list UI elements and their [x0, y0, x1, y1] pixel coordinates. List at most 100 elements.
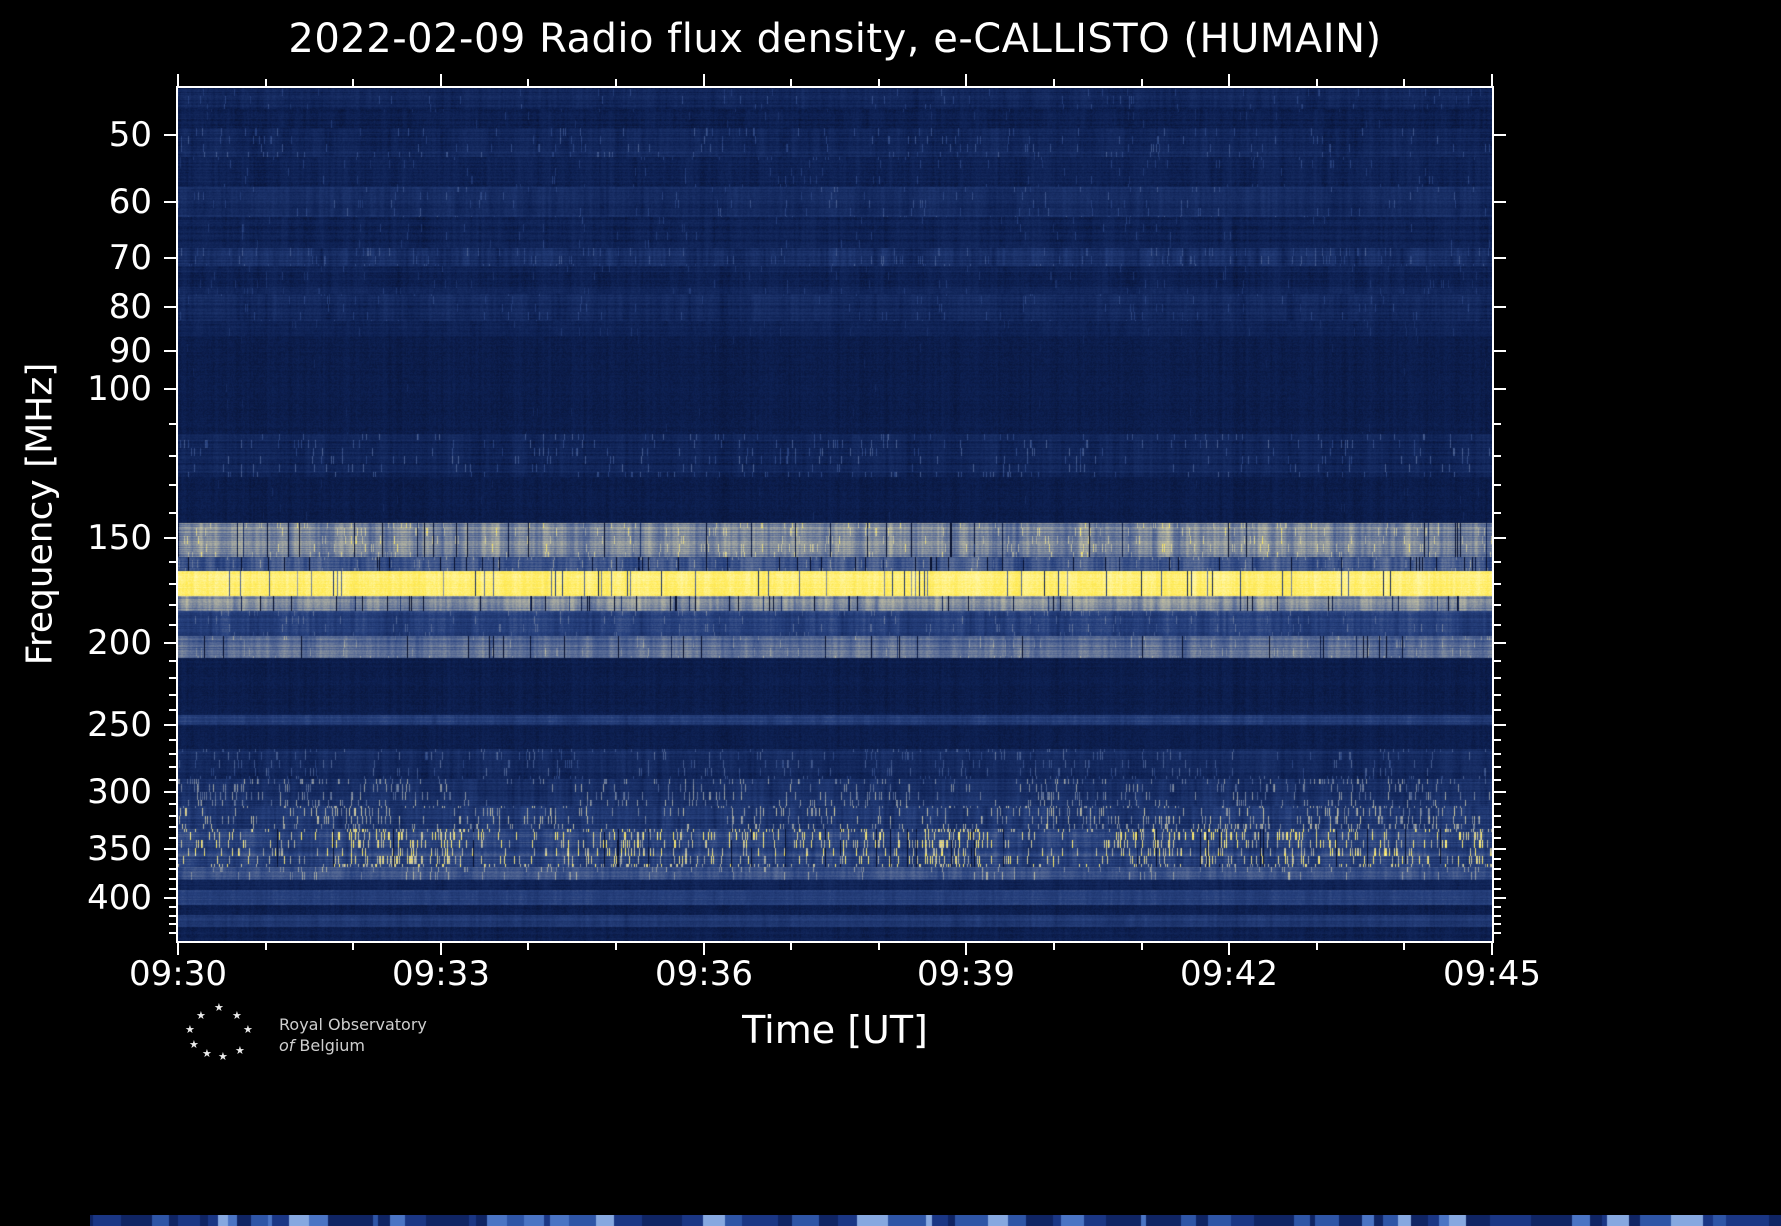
y-minor-tick	[169, 868, 176, 870]
x-tick-label: 09:30	[129, 954, 227, 994]
y-major-tick	[164, 642, 176, 644]
y-minor-tick-right	[1494, 803, 1501, 805]
x-minor-tick	[615, 943, 617, 950]
y-tick-label: 250	[87, 705, 152, 745]
x-minor-tick	[352, 943, 354, 950]
y-major-tick	[164, 201, 176, 203]
y-minor-tick-right	[1494, 512, 1501, 514]
y-major-tick-right	[1494, 134, 1506, 136]
y-tick-label: 80	[108, 287, 152, 327]
y-minor-tick-right	[1494, 677, 1501, 679]
y-minor-tick	[169, 803, 176, 805]
y-minor-tick-right	[1494, 484, 1501, 486]
y-minor-tick-right	[1494, 660, 1501, 662]
y-major-tick-right	[1494, 306, 1506, 308]
y-minor-tick	[169, 739, 176, 741]
y-major-tick	[164, 537, 176, 539]
rob-logo-stars	[183, 1002, 263, 1064]
x-minor-tick	[790, 943, 792, 950]
x-major-tick-top	[1491, 74, 1493, 86]
x-minor-tick-top	[790, 79, 792, 86]
x-minor-tick	[878, 943, 880, 950]
x-major-tick	[1228, 943, 1230, 955]
y-major-tick-right	[1494, 848, 1506, 850]
y-minor-tick	[169, 815, 176, 817]
y-major-tick	[164, 257, 176, 259]
x-minor-tick	[1403, 943, 1405, 950]
x-minor-tick-top	[1316, 79, 1318, 86]
x-tick-label: 09:33	[392, 954, 490, 994]
y-minor-tick	[169, 484, 176, 486]
y-major-tick	[164, 350, 176, 352]
y-minor-tick-right	[1494, 739, 1501, 741]
y-minor-tick	[169, 779, 176, 781]
y-major-tick-right	[1494, 350, 1506, 352]
rob-logo-of: of	[279, 1036, 295, 1055]
x-tick-label: 09:42	[1180, 954, 1278, 994]
y-major-tick	[164, 791, 176, 793]
y-minor-tick	[169, 858, 176, 860]
x-tick-label: 09:36	[655, 954, 753, 994]
x-minor-tick-top	[615, 79, 617, 86]
y-minor-tick	[169, 915, 176, 917]
y-minor-tick	[169, 837, 176, 839]
y-major-tick	[164, 897, 176, 899]
y-minor-tick-right	[1494, 932, 1501, 934]
y-minor-tick-right	[1494, 837, 1501, 839]
y-minor-tick	[169, 561, 176, 563]
x-minor-tick	[527, 943, 529, 950]
y-minor-tick-right	[1494, 878, 1501, 880]
y-major-tick	[164, 388, 176, 390]
star-icon	[196, 1010, 206, 1021]
y-minor-tick-right	[1494, 624, 1501, 626]
y-tick-label: 200	[87, 623, 152, 663]
star-icon	[243, 1024, 253, 1035]
x-minor-tick-top	[1403, 79, 1405, 86]
star-icon	[218, 1051, 228, 1062]
y-tick-label: 350	[87, 829, 152, 869]
y-minor-tick-right	[1494, 604, 1501, 606]
plot-frame	[176, 86, 1494, 943]
y-minor-tick	[169, 455, 176, 457]
y-minor-tick	[169, 423, 176, 425]
y-axis-label: Frequency [MHz]	[19, 362, 61, 666]
y-minor-tick	[169, 604, 176, 606]
x-minor-tick-top	[352, 79, 354, 86]
y-major-tick	[164, 724, 176, 726]
y-major-tick-right	[1494, 257, 1506, 259]
x-minor-tick-top	[878, 79, 880, 86]
spectrogram-canvas	[178, 88, 1492, 941]
bottom-strip	[90, 1215, 1781, 1226]
y-minor-tick-right	[1494, 455, 1501, 457]
y-major-tick-right	[1494, 537, 1506, 539]
x-major-tick	[1491, 943, 1493, 955]
y-minor-tick-right	[1494, 815, 1501, 817]
x-major-tick	[965, 943, 967, 955]
y-tick-label: 60	[108, 182, 152, 222]
x-major-tick	[703, 943, 705, 955]
x-tick-label: 09:45	[1443, 954, 1541, 994]
y-major-tick	[164, 848, 176, 850]
y-minor-tick	[169, 888, 176, 890]
chart-title: 2022-02-09 Radio flux density, e-CALLIST…	[288, 16, 1382, 62]
y-minor-tick	[169, 677, 176, 679]
y-major-tick-right	[1494, 201, 1506, 203]
rob-logo-belgium: Belgium	[299, 1036, 366, 1055]
y-minor-tick	[169, 826, 176, 828]
y-major-tick-right	[1494, 642, 1506, 644]
y-minor-tick	[169, 878, 176, 880]
rob-logo-line1: Royal Observatory	[279, 1015, 427, 1034]
y-major-tick-right	[1494, 897, 1506, 899]
x-minor-tick-top	[1141, 79, 1143, 86]
y-minor-tick-right	[1494, 826, 1501, 828]
y-minor-tick-right	[1494, 779, 1501, 781]
x-axis-label: Time [UT]	[742, 1008, 928, 1052]
x-tick-label: 09:39	[917, 954, 1015, 994]
y-minor-tick-right	[1494, 753, 1501, 755]
x-major-tick-top	[965, 74, 967, 86]
x-major-tick	[440, 943, 442, 955]
star-icon	[185, 1024, 195, 1035]
y-major-tick-right	[1494, 791, 1506, 793]
